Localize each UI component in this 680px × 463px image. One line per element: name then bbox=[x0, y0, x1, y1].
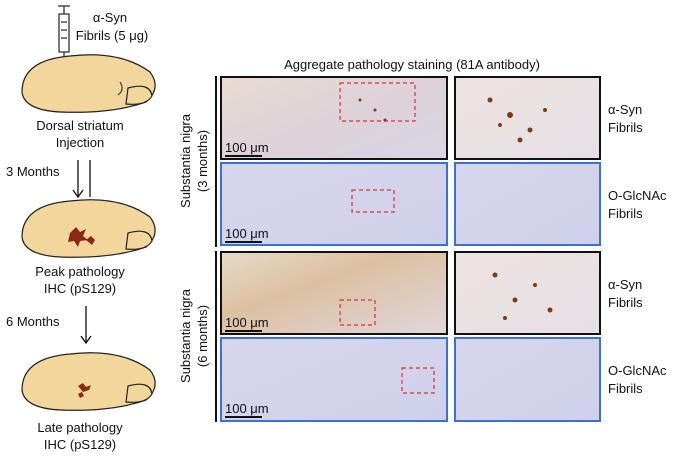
stain-dots bbox=[492, 272, 553, 320]
agent-line: Fibrils (5 μg) bbox=[76, 28, 149, 43]
micrograph bbox=[220, 337, 448, 422]
arrow bbox=[72, 160, 91, 199]
row-label: Fibrils bbox=[608, 381, 643, 396]
scale-bar-label: 100 μm bbox=[225, 226, 269, 241]
micrograph-zoom bbox=[454, 76, 601, 160]
row-label: Fibrils bbox=[608, 206, 643, 221]
stage-line: Late pathology bbox=[37, 420, 123, 435]
row-label: Fibrils bbox=[608, 120, 643, 135]
row-label: Fibrils bbox=[608, 295, 643, 310]
row-label: O-GlcNAc bbox=[608, 188, 667, 203]
stage-line: Peak pathology bbox=[35, 264, 125, 279]
micrograph bbox=[220, 162, 448, 246]
stage-line: Dorsal striatum bbox=[36, 118, 123, 133]
micrograph-zoom bbox=[454, 251, 601, 335]
stage-line: IHC (pS129) bbox=[44, 437, 116, 452]
zoom-box bbox=[339, 299, 376, 326]
stage-line: IHC (pS129) bbox=[44, 281, 116, 296]
brain bbox=[21, 199, 156, 258]
scale-bar-label: 100 μm bbox=[225, 401, 269, 416]
arrow bbox=[80, 306, 92, 345]
micrograph bbox=[220, 251, 448, 335]
syringe bbox=[58, 5, 70, 72]
micrograph bbox=[220, 76, 448, 160]
scale-bar-label: 100 μm bbox=[225, 140, 269, 155]
stage-line: Injection bbox=[56, 135, 104, 150]
agent-line: α-Syn bbox=[93, 10, 127, 25]
interval: 6 Months bbox=[6, 314, 60, 329]
scale-bar: 100 μm 100 μm 100 μm 100 μm bbox=[225, 140, 269, 418]
stain-dots bbox=[358, 97, 547, 143]
brain bbox=[21, 352, 156, 411]
group-label: (6 months) bbox=[195, 305, 210, 367]
zoom-box bbox=[339, 82, 416, 122]
group-label: Substantia nigra bbox=[178, 113, 193, 208]
interval: 3 Months bbox=[6, 164, 60, 179]
row-label: O-GlcNAc bbox=[608, 363, 667, 378]
scale-bar-label: 100 μm bbox=[225, 315, 269, 330]
zoom-box bbox=[401, 367, 435, 394]
staining-title: Aggregate pathology staining (81A antibo… bbox=[284, 57, 540, 72]
group-label: Substantia nigra bbox=[178, 288, 193, 383]
row-label: α-Syn bbox=[608, 277, 642, 292]
row-label: α-Syn bbox=[608, 102, 642, 117]
micrograph-zoom bbox=[454, 162, 601, 246]
micrograph-zoom bbox=[454, 337, 601, 422]
zoom-box bbox=[351, 189, 395, 213]
brain bbox=[21, 54, 156, 113]
group-label: (3 months) bbox=[195, 130, 210, 192]
